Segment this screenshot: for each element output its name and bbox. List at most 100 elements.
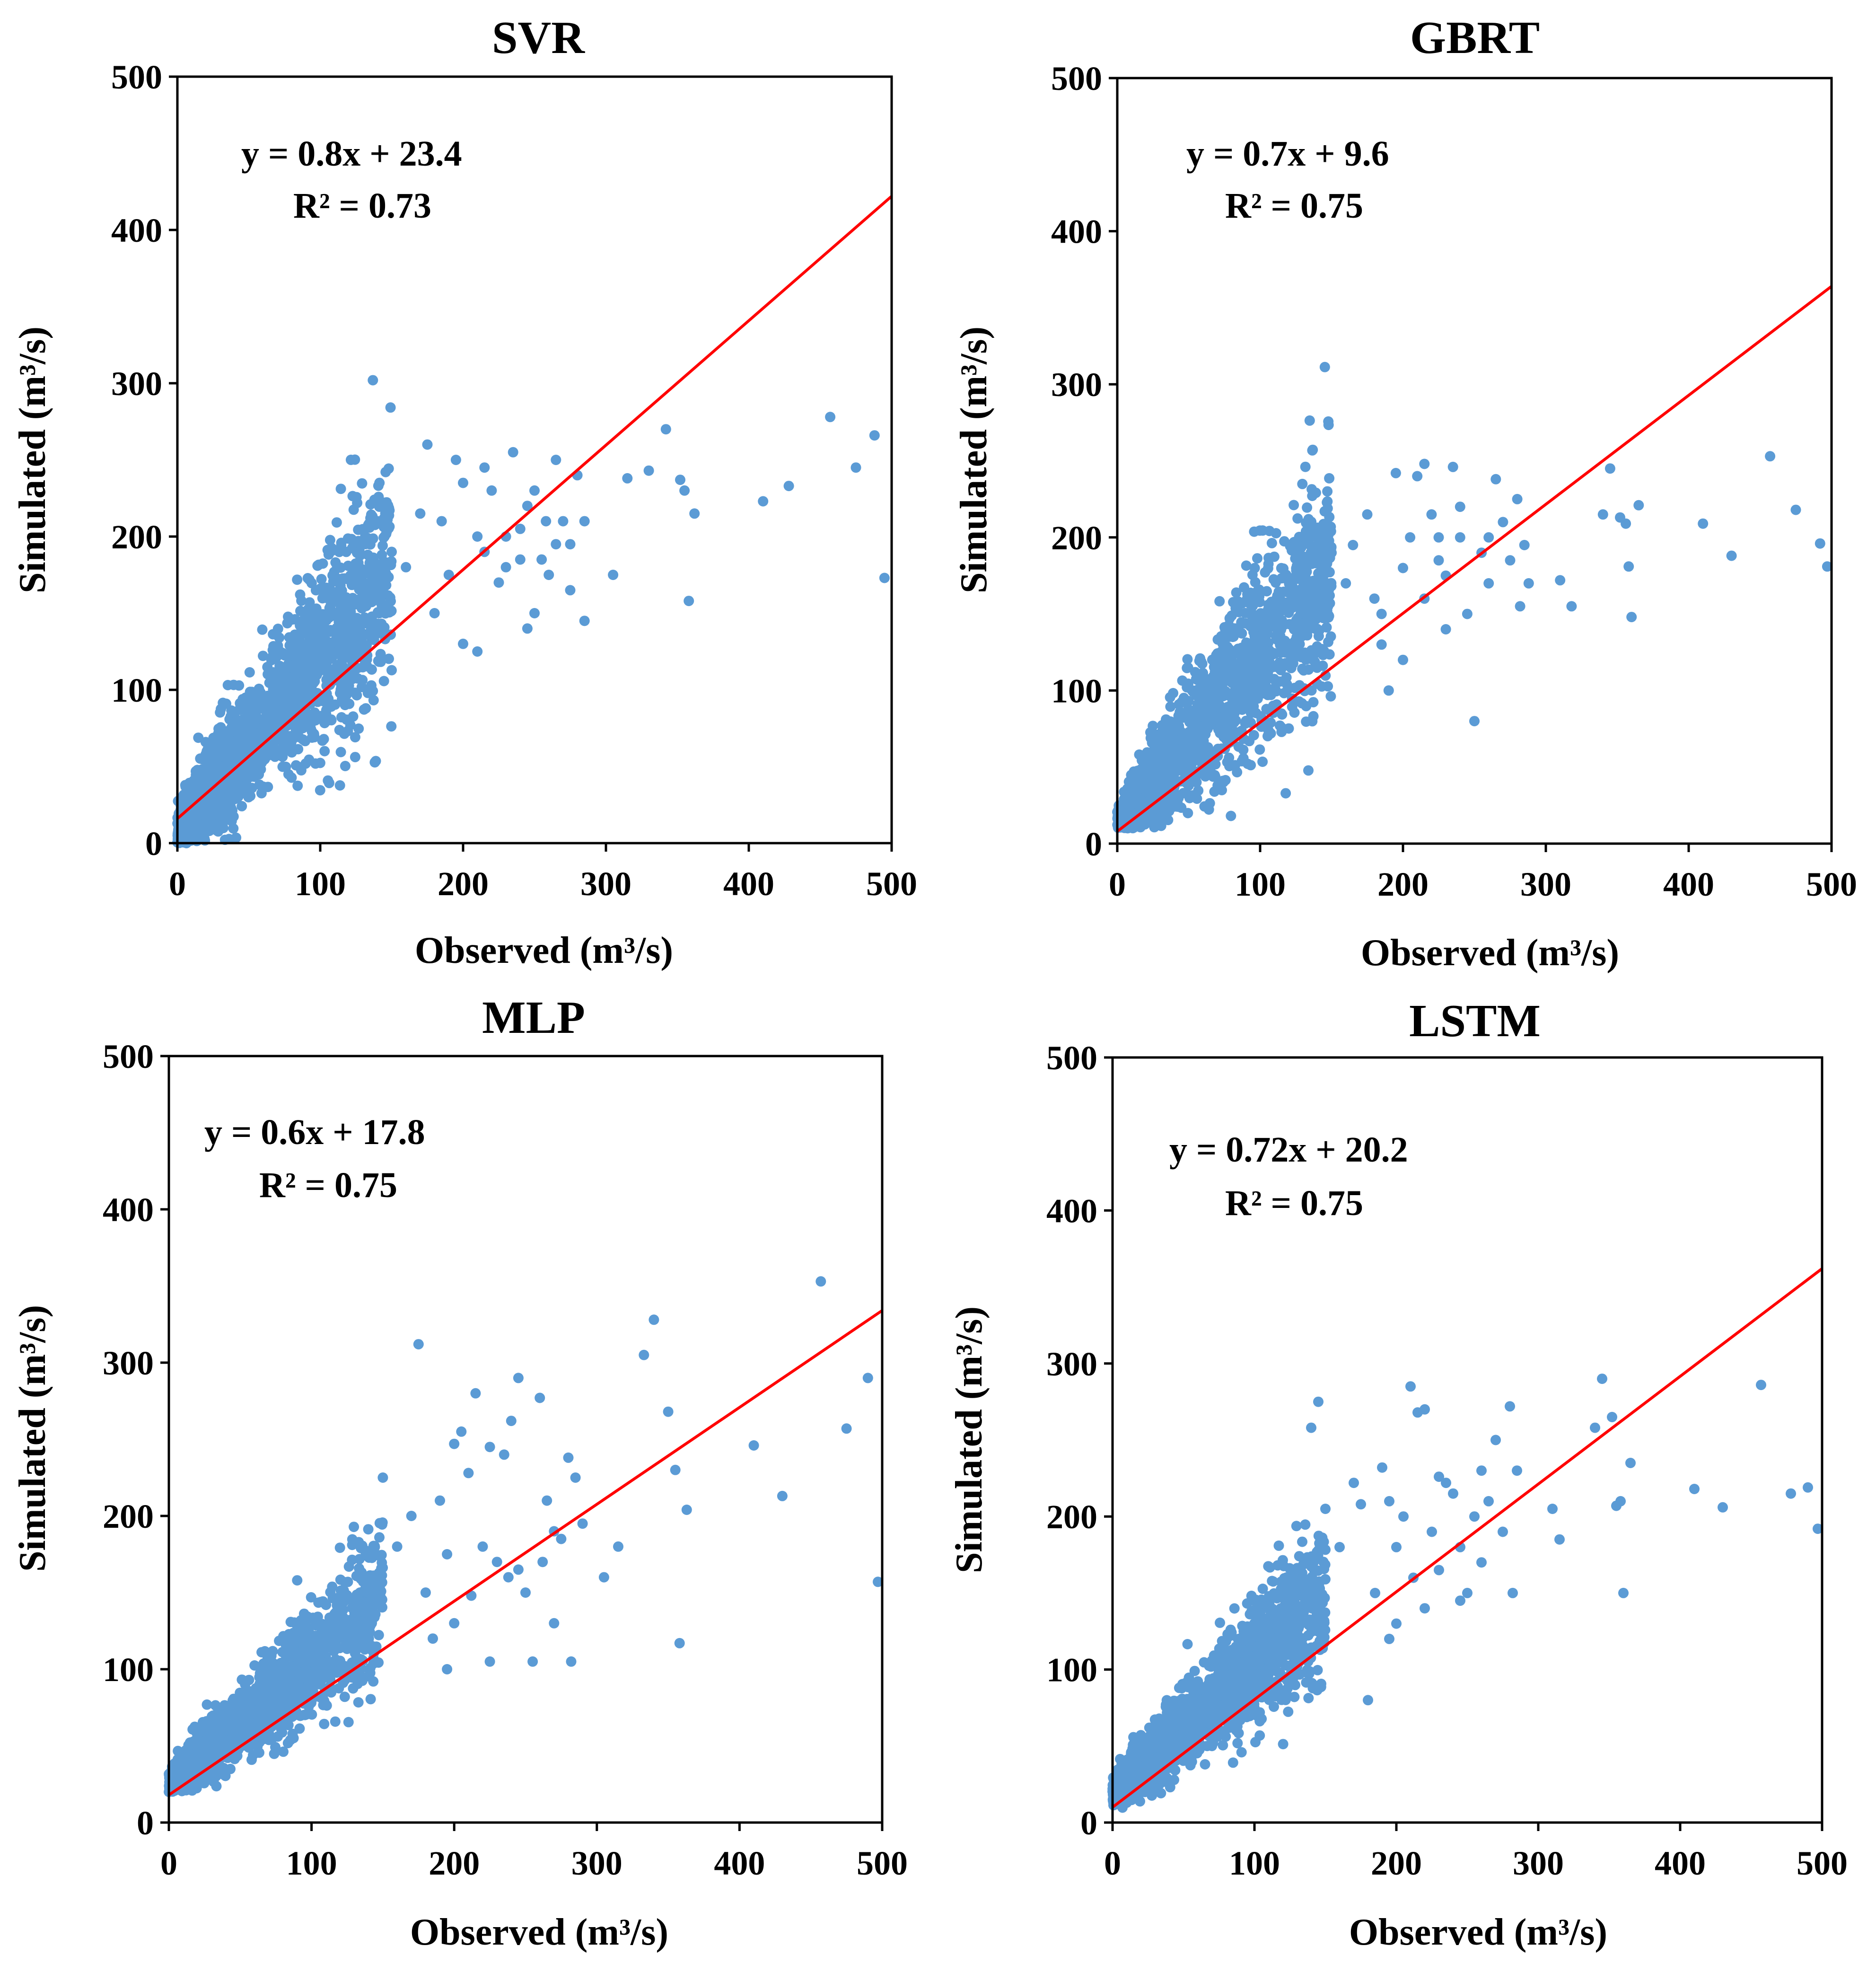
scatter-point xyxy=(1326,547,1337,558)
scatter-point xyxy=(1317,661,1328,671)
scatter-point xyxy=(317,735,328,746)
scatter-point xyxy=(1498,517,1508,528)
x-tick-label: 0 xyxy=(1109,865,1126,903)
scatter-point xyxy=(357,478,368,489)
scatter-point xyxy=(1623,561,1634,572)
scatter-point xyxy=(378,676,389,687)
scatter-point xyxy=(379,531,390,542)
scatter-point xyxy=(758,496,769,507)
scatter-point xyxy=(493,577,504,588)
chart-title: SVR xyxy=(492,12,585,63)
scatter-point xyxy=(258,651,268,661)
scatter-point xyxy=(1262,604,1273,615)
scatter-point xyxy=(222,680,233,690)
scatter-point xyxy=(257,624,268,635)
scatter-point xyxy=(1180,759,1191,769)
scatter-point xyxy=(263,750,274,761)
scatter-point xyxy=(1265,728,1276,739)
regression-equation: y = 0.8x + 23.4 xyxy=(241,134,462,174)
x-tick-label: 300 xyxy=(580,865,631,903)
scatter-point xyxy=(321,636,332,647)
scatter-points xyxy=(164,1276,883,1797)
scatter-point xyxy=(323,694,334,705)
scatter-point xyxy=(1383,685,1394,696)
y-axis: 0 100 200 300 400 500 xyxy=(111,58,177,863)
scatter-point xyxy=(1298,531,1309,542)
scatter-point xyxy=(1236,643,1247,653)
y-tick-label: 400 xyxy=(111,211,162,249)
scatter-point xyxy=(1241,715,1252,726)
scatter-point xyxy=(307,732,317,743)
scatter-point xyxy=(1765,451,1776,462)
scatter-point xyxy=(1320,559,1331,570)
scatter-point xyxy=(1300,590,1311,601)
scatter-point xyxy=(1302,502,1313,513)
scatter-point xyxy=(1169,725,1180,736)
scatter-point xyxy=(1222,757,1233,767)
scatter-point xyxy=(1490,474,1501,484)
scatter-point xyxy=(508,447,518,458)
scatter-point xyxy=(209,802,220,813)
scatter-point xyxy=(328,647,339,658)
scatter-points xyxy=(172,375,890,848)
scatter-point xyxy=(215,707,226,718)
scatter-point xyxy=(1169,773,1180,784)
scatter-point xyxy=(364,557,375,568)
scatter-point xyxy=(381,580,392,590)
scatter-point xyxy=(274,632,285,643)
scatter-point xyxy=(195,767,206,778)
scatter-point xyxy=(226,722,237,733)
scatter-point xyxy=(1145,791,1156,801)
scatter-point xyxy=(1621,518,1631,529)
scatter-point xyxy=(303,648,314,659)
scatter-point xyxy=(343,680,354,691)
scatter-point xyxy=(479,462,490,473)
scatter-point xyxy=(1314,575,1324,586)
scatter-point xyxy=(348,537,359,548)
scatter-point xyxy=(324,777,334,788)
scatter-point xyxy=(296,762,307,773)
scatter-point xyxy=(1254,744,1265,755)
scatter-point xyxy=(345,454,356,465)
chart-title: MLP xyxy=(482,992,585,1043)
scatter-point xyxy=(1279,687,1289,698)
mlp-scatter-panel: MLP y = 0.6x + 17.8 R² = 0.75 0 100 200 … xyxy=(12,992,908,1953)
scatter-point xyxy=(1216,678,1227,689)
x-axis: 0 100 200 300 400 500 xyxy=(169,843,917,903)
scatter-point xyxy=(1237,682,1248,693)
scatter-point xyxy=(1323,681,1333,692)
scatter-point xyxy=(286,641,297,652)
scatter-point xyxy=(287,614,298,625)
scatter-point xyxy=(1390,467,1401,478)
scatter-point xyxy=(1192,674,1203,685)
scatter-point xyxy=(1325,691,1336,702)
scatter-point xyxy=(450,455,461,465)
scatter-point xyxy=(1254,591,1265,602)
scatter-point xyxy=(290,691,301,702)
scatter-point xyxy=(233,735,244,746)
scatter-point xyxy=(316,574,327,584)
scatter-point xyxy=(1289,500,1299,511)
scatter-point xyxy=(238,700,249,711)
scatter-point xyxy=(350,732,360,743)
scatter-point xyxy=(1249,630,1260,641)
scatter-point xyxy=(1301,518,1312,528)
scatter-point xyxy=(254,779,265,790)
scatter-point xyxy=(335,747,346,757)
scatter-point xyxy=(214,751,224,762)
y-tick-label: 200 xyxy=(1051,519,1102,557)
scatter-point xyxy=(1136,764,1147,775)
scatter-point xyxy=(1203,804,1214,815)
scatter-point xyxy=(622,473,633,484)
scatter-point xyxy=(1212,712,1223,723)
scatter-point xyxy=(515,523,526,534)
scatter-point xyxy=(1398,654,1408,665)
scatter-point xyxy=(1214,596,1225,607)
scatter-point xyxy=(1151,753,1162,764)
scatter-point xyxy=(1215,701,1226,712)
scatter-point xyxy=(373,480,384,491)
scatter-point xyxy=(1307,444,1318,455)
scatter-point xyxy=(363,1524,374,1535)
scatter-point xyxy=(1119,786,1130,797)
chart-title: GBRT xyxy=(1410,12,1540,63)
